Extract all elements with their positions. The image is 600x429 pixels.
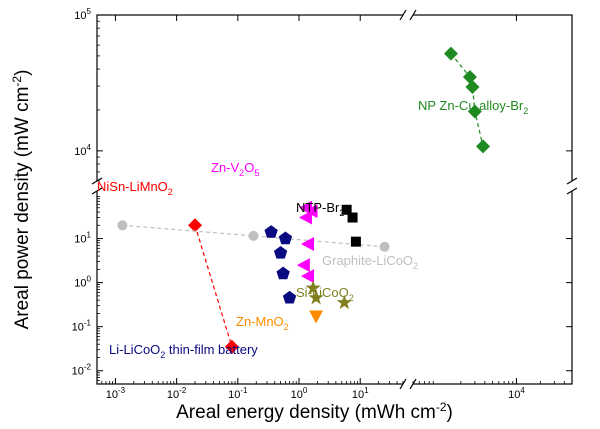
series-label: NiSn-LiMnO2 xyxy=(97,179,173,197)
data-point xyxy=(476,139,491,154)
series-7 xyxy=(309,310,324,324)
y-break-mark-right xyxy=(566,177,578,195)
x-tick-label: 104 xyxy=(508,386,525,401)
x-tick-label: 100 xyxy=(291,386,308,401)
series-1 xyxy=(188,218,239,354)
x-tick-label: 101 xyxy=(352,386,369,401)
y-tick-label: 10-1 xyxy=(72,319,92,334)
data-point xyxy=(309,310,324,324)
plot-border xyxy=(96,14,573,385)
data-point xyxy=(248,230,259,241)
data-point xyxy=(308,289,324,305)
data-point xyxy=(305,280,321,295)
series-2 xyxy=(117,220,390,252)
data-point xyxy=(467,104,482,119)
y-tick-label: 104 xyxy=(74,143,91,158)
y-break-gap-right xyxy=(570,181,574,191)
series-labels: NP Zn-Cu alloy-Br2 NiSn-LiMnO2 Graphite-Li… xyxy=(97,98,528,360)
data-point xyxy=(282,290,297,304)
x-break-gap-bottom xyxy=(403,382,413,386)
y-axis-ticks: 10-2 10-1 100 101 104 105 xyxy=(72,7,572,385)
y-tick-label: 101 xyxy=(74,231,91,246)
data-point xyxy=(276,266,290,280)
x-break-gap-top xyxy=(403,13,413,17)
x-tick-label: 10-3 xyxy=(106,386,126,401)
series-0 xyxy=(443,46,491,154)
data-point xyxy=(300,237,314,252)
x-axis-title: Areal energy density (mWh cm-2) xyxy=(176,400,453,423)
data-point xyxy=(224,339,239,354)
series-4 xyxy=(341,204,361,247)
data-point xyxy=(347,212,358,223)
series-line xyxy=(122,224,385,248)
data-point xyxy=(188,218,203,233)
series-layer xyxy=(117,46,491,354)
series-3 xyxy=(296,200,318,284)
series-label: Zn-MnO2 xyxy=(236,314,289,332)
x-tick-label: 10-2 xyxy=(167,386,187,401)
x-tick-label: 10-1 xyxy=(228,386,248,401)
y-tick-label: 10-2 xyxy=(72,363,92,378)
x-axis-ticks: 10-3 10-2 10-1 100 101 104 xyxy=(96,15,573,401)
series-line xyxy=(194,225,233,347)
series-label: Graphite-LiCoO2 xyxy=(322,253,418,271)
x-break-mark-top xyxy=(399,9,417,21)
series-5 xyxy=(264,225,297,304)
y-break-gap-left xyxy=(95,181,99,191)
y-tick-label: 100 xyxy=(74,275,91,290)
data-point xyxy=(465,80,480,95)
data-point xyxy=(443,46,458,61)
y-tick-label: 105 xyxy=(74,7,91,22)
data-point xyxy=(341,204,352,215)
data-point xyxy=(300,269,314,284)
series-6 xyxy=(305,280,352,310)
data-point xyxy=(462,69,477,84)
series-label: Zn-V2O5 xyxy=(211,160,259,178)
data-point xyxy=(273,245,288,259)
y-axis-title: Areal power density (mW cm-2) xyxy=(10,70,33,330)
data-point xyxy=(298,210,312,225)
series-label: Si-LiCoO2 xyxy=(296,285,354,303)
data-point xyxy=(296,258,310,273)
data-point xyxy=(264,225,278,238)
series-label: NTP-Br2 xyxy=(296,200,344,218)
data-point xyxy=(350,236,361,247)
data-point xyxy=(336,294,352,310)
series-label: Li-LiCoO2 thin-film battery xyxy=(109,342,258,360)
series-label: NP Zn-Cu alloy-Br2 xyxy=(418,98,528,116)
data-point xyxy=(278,231,293,245)
data-point xyxy=(379,241,390,252)
data-point xyxy=(117,220,128,231)
